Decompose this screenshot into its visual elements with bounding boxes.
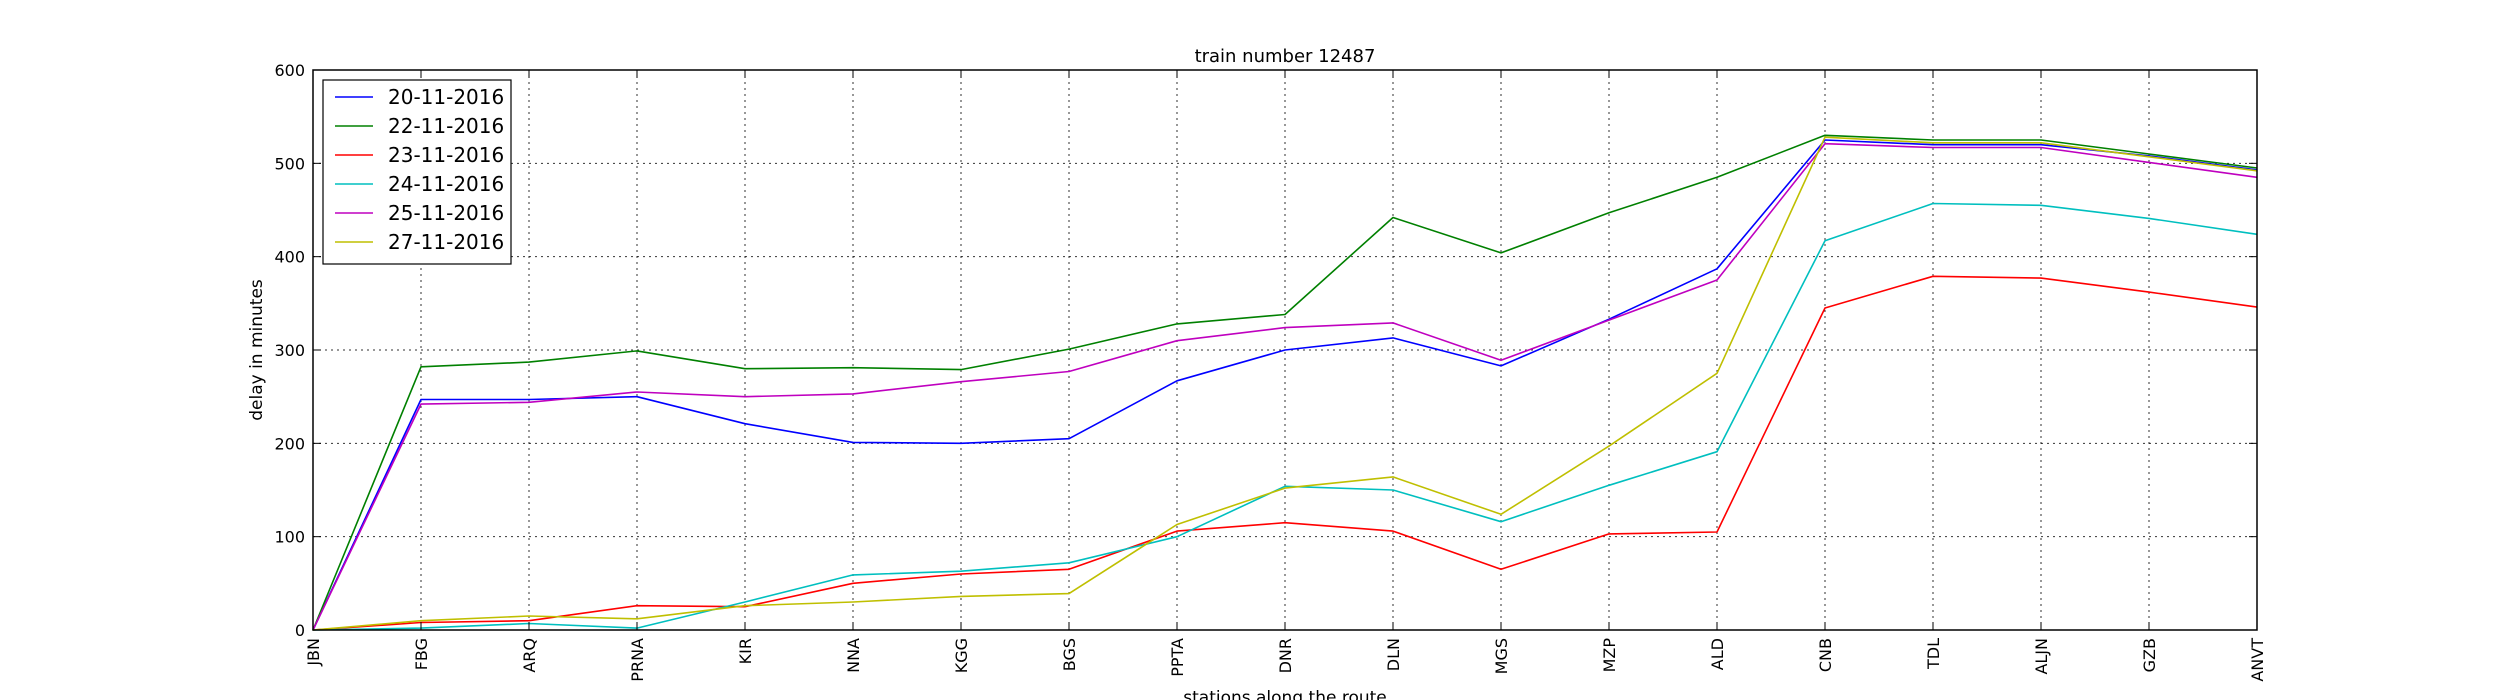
series-line [312,134,2258,631]
legend-label: 24-11-2016 [388,172,504,196]
y-tick-label: 500 [274,154,305,173]
y-tick-label: 300 [274,341,305,360]
legend-label: 25-11-2016 [388,201,504,225]
x-tick-label: PPTA [1168,638,1187,677]
y-axis-label: delay in minutes [247,279,267,421]
series-line [312,275,2258,631]
x-tick-label: MZP [1600,638,1619,673]
x-tick-label: ALJN [2032,638,2051,675]
chart-title: train number 12487 [1195,46,1376,67]
y-tick-label: 200 [274,434,305,453]
y-tick-label: 100 [274,528,305,547]
x-tick-label: GZB [2140,638,2159,672]
series-line [312,136,2258,631]
x-tick-label: ALD [1708,638,1727,670]
legend-label: 22-11-2016 [388,114,504,138]
legend-label: 27-11-2016 [388,230,504,254]
series-line [312,142,2258,631]
x-tick-label: FBG [412,638,431,670]
x-ticks: JBN FBG ARQ PRNA KIR NNA KGG BGS PPTA DNR DLN MGS MZ… [304,70,2267,682]
x-tick-label: DLN [1384,638,1403,671]
x-tick-label: JBN [304,638,323,667]
x-tick-label: MGS [1492,638,1511,674]
y-tick-label: 600 [274,61,305,80]
x-tick-label: KGG [952,638,971,673]
x-tick-label: ANVT [2248,638,2267,682]
x-tick-label: KIR [736,638,755,664]
x-tick-label: PRNA [628,638,647,682]
legend-label: 20-11-2016 [388,85,504,109]
legend-label: 23-11-2016 [388,143,504,167]
x-tick-label: ARQ [520,638,539,673]
x-tick-label: TDL [1924,638,1943,670]
x-axis-label: stations along the route [1183,688,1387,700]
x-tick-label: DNR [1276,638,1295,673]
y-tick-label: 0 [295,621,305,640]
series-lines [312,134,2258,631]
series-line [312,202,2258,631]
legend-box [322,79,512,265]
y-tick-label: 400 [274,248,305,267]
x-tick-label: CNB [1816,638,1835,672]
series-line [312,139,2258,631]
y-ticks: 0 100 200 300 400 500 600 [274,61,2257,640]
legend: 20-11-2016 22-11-2016 23-11-2016 24-11-2016… [322,79,512,265]
x-tick-label: BGS [1060,638,1079,671]
x-tick-label: NNA [844,638,863,673]
